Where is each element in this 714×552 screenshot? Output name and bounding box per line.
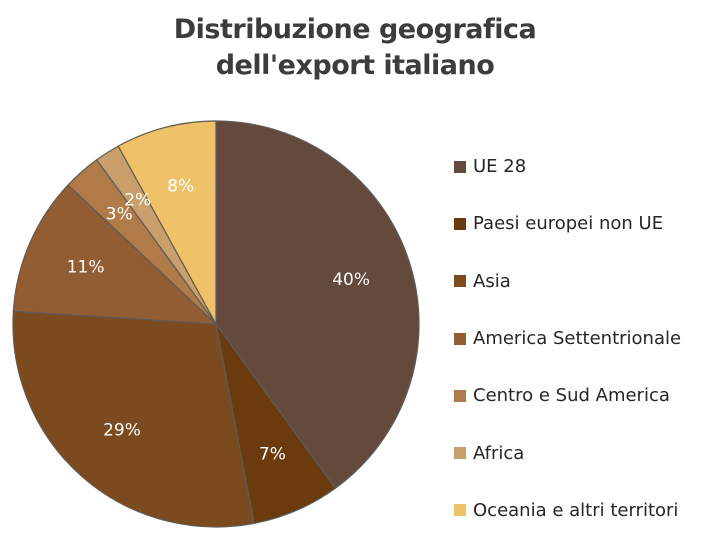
legend-swatch-3 xyxy=(454,275,466,288)
chart-title-line-2: dell'export italiano xyxy=(215,50,495,81)
pie-slice-7[interactable] xyxy=(117,120,217,325)
legend-swatch-1 xyxy=(454,160,466,173)
data-label-7: 8% xyxy=(167,176,194,196)
legend-label-6: Africa xyxy=(473,442,525,464)
legend-swatch-4 xyxy=(454,332,466,345)
legend-label-5: Centro e Sud America xyxy=(473,385,670,407)
legend-swatch-5 xyxy=(454,389,466,402)
legend-item-5[interactable]: Centro e Sud America xyxy=(454,367,681,424)
legend-item-2[interactable]: Paesi europei non UE xyxy=(454,195,681,252)
legend-label-2: Paesi europei non UE xyxy=(473,213,664,235)
legend-item-3[interactable]: Asia xyxy=(454,253,681,310)
legend-label-7: Oceania e altri territori xyxy=(473,499,679,521)
chart-title: Distribuzione geografica dell'export ita… xyxy=(170,12,540,84)
legend-label-3: Asia xyxy=(473,270,511,292)
legend-swatch-6 xyxy=(454,447,466,460)
pie-slice-1[interactable] xyxy=(215,120,420,490)
legend-item-7[interactable]: Oceania e altri territori xyxy=(454,482,681,539)
legend-label-1: UE 28 xyxy=(473,156,527,178)
data-label-5: 3% xyxy=(106,204,133,224)
data-label-2: 7% xyxy=(259,444,286,464)
data-label-3: 29% xyxy=(103,421,141,441)
legend-item-4[interactable]: America Settentrionale xyxy=(454,310,681,367)
data-label-6: 2% xyxy=(124,191,151,211)
legend-swatch-7 xyxy=(454,504,466,517)
data-label-4: 11% xyxy=(67,258,105,278)
legend-swatch-2 xyxy=(454,217,466,230)
pie-slice-4[interactable] xyxy=(12,184,218,325)
pie-slices xyxy=(12,120,420,528)
chart-legend: UE 28 Paesi europei non UE Asia America Set… xyxy=(454,138,681,539)
pie-slice-3[interactable] xyxy=(12,310,255,528)
chart-title-line-1: Distribuzione geografica xyxy=(173,14,537,45)
legend-label-4: America Settentrionale xyxy=(473,328,682,350)
data-label-1: 40% xyxy=(332,270,370,290)
legend-item-6[interactable]: Africa xyxy=(454,424,681,481)
legend-item-1[interactable]: UE 28 xyxy=(454,138,681,195)
